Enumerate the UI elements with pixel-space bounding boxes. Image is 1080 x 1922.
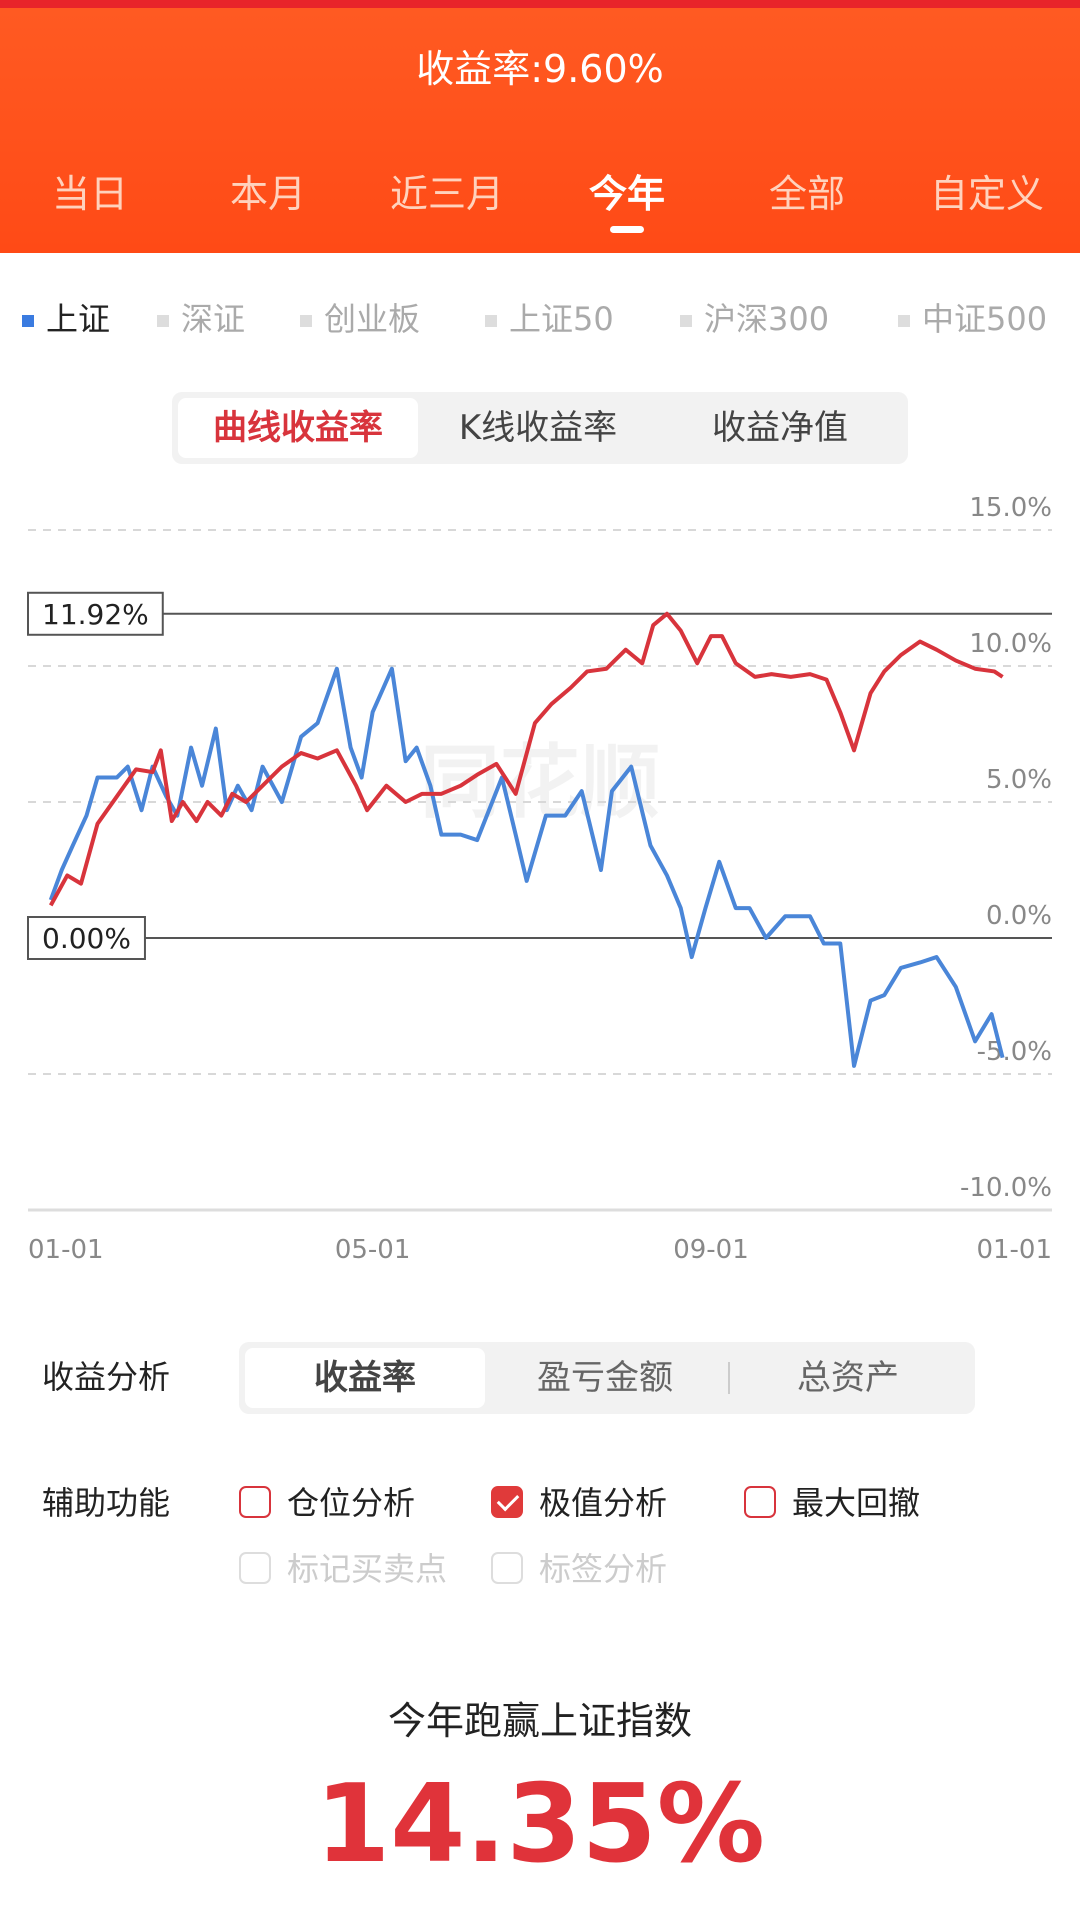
x-tick-label: 01-01 (28, 1235, 104, 1265)
checkbox-box (491, 1552, 523, 1584)
y-tick-label: 0.0% (986, 901, 1052, 931)
analysis-option[interactable]: 盈亏金额 (537, 1358, 673, 1398)
summary-text: 今年跑赢上证指数 (387, 1699, 692, 1743)
checkbox-label: 极值分析 (539, 1484, 668, 1522)
y-tick-label: 5.0% (986, 765, 1052, 795)
index-tab[interactable]: 沪深300 (680, 294, 829, 340)
chart: 同花顺 -10.0% -5.0% 0.0% 5.0% 10.0% 15.0% 01-01 05-… (27, 493, 1052, 1265)
period-tab[interactable]: 近三月 (389, 172, 504, 216)
checkbox-label: 最大回撤 (792, 1484, 921, 1522)
period-tab[interactable]: 本月 (229, 172, 306, 216)
y-tick-label: -10.0% (960, 1173, 1052, 1203)
checkbox: 标签分析 (491, 1544, 667, 1590)
reference-label: 11.92% (42, 598, 149, 631)
legend-entry[interactable]: 上证 (22, 294, 110, 340)
series-line (49, 611, 1004, 907)
index-tab[interactable]: 创业板 (300, 294, 420, 340)
y-tick-label: 15.0% (969, 493, 1052, 523)
period-tab[interactable]: 当日 (51, 172, 128, 216)
checkbox-box (239, 1552, 271, 1584)
y-tick-label: -5.0% (977, 1037, 1052, 1067)
summary-value: 14.35% (315, 1762, 765, 1887)
watermark: 同花顺 (420, 736, 660, 829)
reference-box (27, 916, 146, 960)
index-tab[interactable]: 上证50 (485, 294, 614, 340)
checkbox[interactable]: 最大回撤 (744, 1478, 920, 1524)
checkbox-box[interactable] (491, 1486, 523, 1518)
x-tick-label: 09-01 (673, 1235, 749, 1265)
period-tab[interactable]: 今年 (588, 172, 665, 216)
period-tab[interactable]: 自定义 (929, 172, 1044, 216)
checkbox[interactable]: 仓位分析 (239, 1478, 415, 1524)
reference-box (27, 591, 164, 636)
period-tab[interactable]: 全部 (768, 172, 845, 216)
mode-option[interactable]: 曲线收益率 (178, 398, 418, 458)
analysis-option[interactable]: 收益率 (245, 1348, 485, 1408)
checkbox-label: 标签分析 (539, 1550, 668, 1588)
tools-label: 辅助功能 (42, 1484, 171, 1522)
mode-option[interactable]: 收益净值 (712, 408, 848, 448)
header-title: 收益率:9.60% (416, 47, 664, 91)
index-tab[interactable]: 深证 (157, 294, 245, 340)
checkbox: 标记买卖点 (239, 1544, 447, 1590)
analysis-label: 收益分析 (42, 1358, 171, 1396)
checkbox-box[interactable] (239, 1486, 271, 1518)
reference-label: 0.00% (42, 922, 131, 955)
tab-indicator (610, 226, 644, 233)
index-tab[interactable]: 中证500 (898, 294, 1047, 340)
divider (728, 1362, 730, 1394)
checkbox[interactable]: 极值分析 (491, 1478, 667, 1524)
checkbox-box[interactable] (744, 1486, 776, 1518)
series-line (48, 666, 1005, 1068)
x-tick-label: 01-01 (976, 1235, 1052, 1265)
checkbox-label: 标记买卖点 (287, 1550, 448, 1588)
y-tick-label: 10.0% (969, 629, 1052, 659)
header (0, 0, 1080, 253)
analysis-option[interactable]: 总资产 (797, 1358, 899, 1398)
mode-option[interactable]: K线收益率 (458, 408, 618, 448)
checkbox-label: 仓位分析 (287, 1484, 416, 1522)
x-tick-label: 05-01 (335, 1235, 411, 1265)
